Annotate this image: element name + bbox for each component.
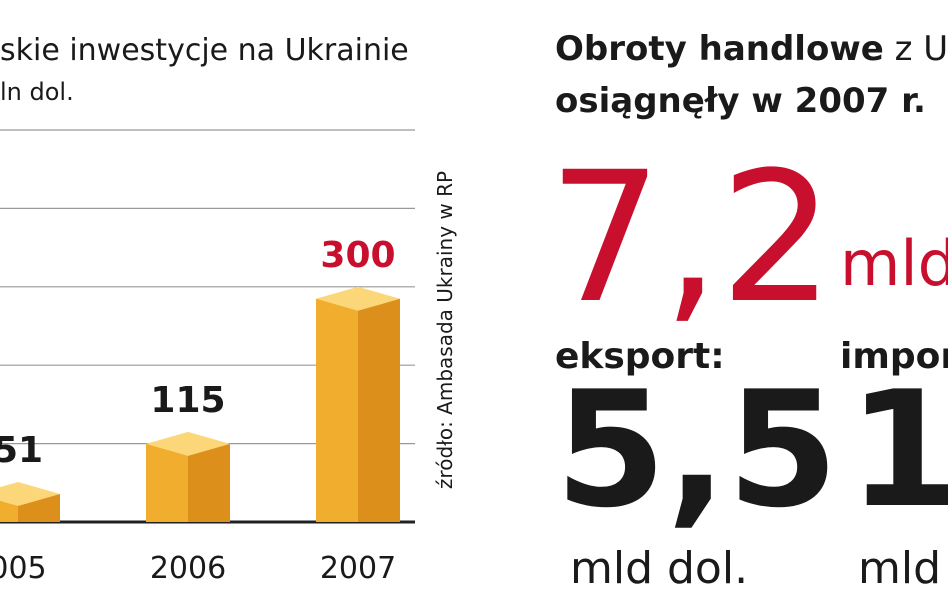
bar-front: [316, 298, 358, 522]
export-unit: mld dol.: [570, 543, 748, 593]
source-note: źródło: Ambasada Ukrainy w RP: [433, 171, 457, 489]
bar-side: [358, 298, 400, 522]
bar-side: [188, 443, 230, 522]
value-label: 51: [0, 430, 43, 471]
x-tick-label: 2006: [150, 551, 226, 586]
bar-top: [316, 286, 400, 311]
import-value: 1,: [848, 356, 948, 543]
export-label: eksport:: [555, 336, 725, 377]
import-label: impor: [840, 336, 948, 377]
import-unit: mld: [858, 543, 941, 593]
info-heading: Obroty handlowe z U: [555, 29, 948, 69]
chart-title: skie inwestycje na Ukrainie: [0, 33, 409, 68]
bar-top: [0, 482, 60, 507]
total-unit: mld: [840, 227, 948, 300]
bar-top: [146, 431, 230, 456]
heading-bold: Obroty handlowe: [555, 29, 884, 69]
total-value: 7,2: [548, 134, 834, 343]
x-tick-label: 005: [0, 551, 47, 586]
info-heading-line2: osiągnęły w 2007 r.: [555, 81, 926, 121]
heading-rest: z U: [884, 29, 948, 69]
value-label: 115: [150, 380, 225, 421]
chart-subtitle: ln dol.: [0, 78, 74, 106]
export-value: 5,5: [555, 356, 838, 543]
x-tick-label: 2007: [320, 551, 396, 586]
value-label: 300: [320, 235, 395, 276]
bar-front: [146, 443, 188, 522]
